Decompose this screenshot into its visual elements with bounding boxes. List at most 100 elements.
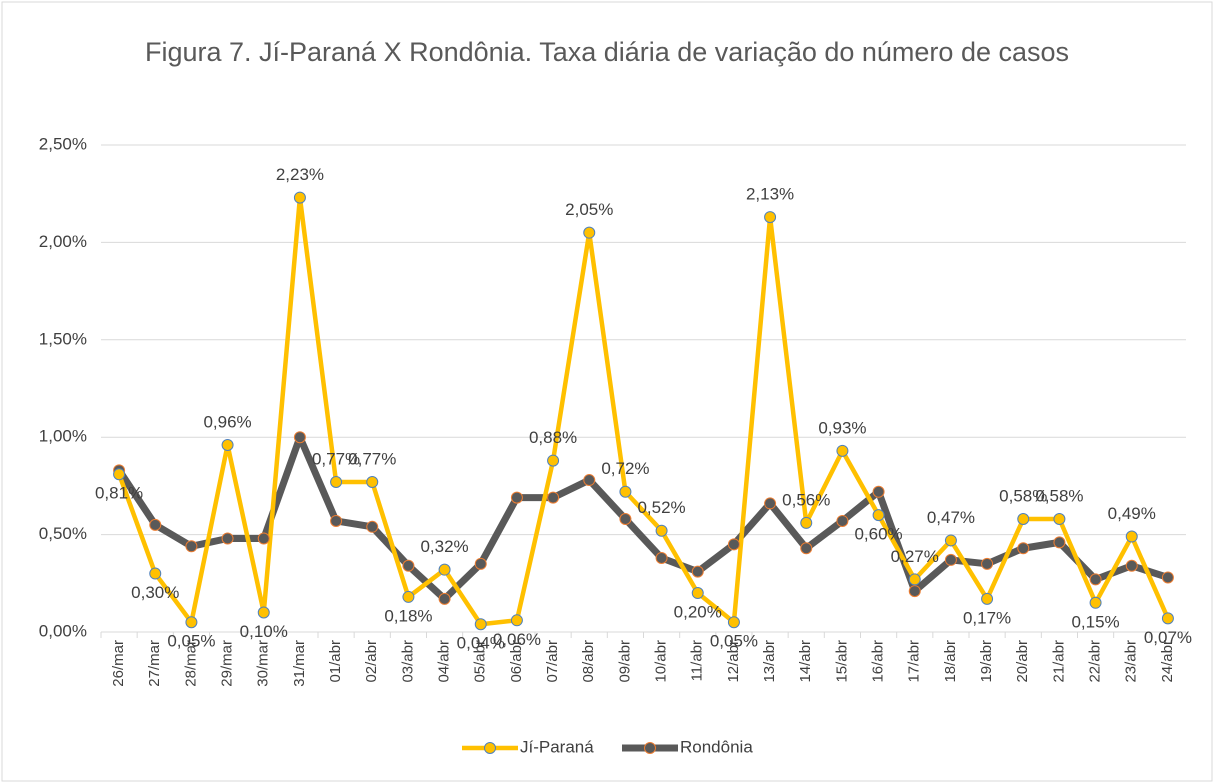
point (185, 616, 198, 629)
point (438, 592, 451, 605)
x-tick-label: 06/abr (508, 640, 525, 683)
point (547, 454, 560, 467)
y-tick-label: 0,00% (39, 621, 87, 640)
y-tick-label: 2,00% (39, 232, 87, 251)
data-label: 0,77% (348, 449, 396, 468)
x-tick-label: 24/abr (1159, 640, 1176, 683)
point (944, 553, 957, 566)
x-tick-label: 19/abr (978, 640, 995, 683)
point (149, 518, 162, 531)
point (800, 516, 813, 529)
data-label: 0,58% (999, 487, 1047, 506)
point (474, 557, 487, 570)
point (330, 476, 343, 489)
x-tick-label: 28/mar (182, 640, 199, 687)
point (655, 524, 668, 537)
data-label: 0,17% (963, 608, 1011, 627)
data-label: 0,60% (854, 525, 902, 544)
data-label: 0,05% (710, 632, 758, 651)
data-label: 0,20% (674, 603, 722, 622)
point (510, 614, 523, 627)
x-tick-label: 27/mar (146, 640, 163, 687)
point (366, 520, 379, 533)
y-tick-label: 0,50% (39, 524, 87, 543)
point (474, 618, 487, 631)
data-label: 0,10% (240, 622, 288, 641)
data-label: 0,15% (1071, 612, 1119, 631)
chart-title: Figura 7. Jí-Paraná X Rondônia. Taxa diá… (144, 37, 1070, 67)
point (619, 485, 632, 498)
x-tick-label: 23/abr (1123, 640, 1140, 683)
data-label: 0,58% (1035, 487, 1083, 506)
point (981, 592, 994, 605)
point (1161, 571, 1174, 584)
point (583, 474, 596, 487)
point (185, 540, 198, 553)
data-label: 0,30% (131, 583, 179, 602)
data-label: 0,72% (601, 459, 649, 478)
x-tick-label: 17/abr (906, 640, 923, 683)
legend-marker (644, 742, 656, 754)
x-tick-label: 20/abr (1014, 640, 1031, 683)
x-tick-label: 30/mar (255, 640, 272, 687)
data-label: 2,13% (746, 185, 794, 204)
data-label: 0,32% (420, 537, 468, 556)
x-tick-label: 12/abr (725, 640, 742, 683)
x-tick-label: 10/abr (653, 640, 670, 683)
x-tick-label: 03/abr (399, 640, 416, 683)
point (1089, 596, 1102, 609)
point (149, 567, 162, 580)
x-tick-label: 08/abr (580, 640, 597, 683)
point (330, 514, 343, 527)
point (764, 211, 777, 224)
point (619, 513, 632, 526)
x-tick-label: 13/abr (761, 640, 778, 683)
point (547, 491, 560, 504)
x-tick-label: 21/abr (1050, 640, 1067, 683)
point (1089, 573, 1102, 586)
x-tick-label: 18/abr (942, 640, 959, 683)
x-tick-label: 31/mar (291, 640, 308, 687)
legend-label: Jí-Paraná (520, 737, 594, 756)
point (1017, 513, 1030, 526)
point (1125, 559, 1138, 572)
x-tick-label: 26/mar (110, 640, 127, 687)
point (981, 557, 994, 570)
point (872, 509, 885, 522)
data-label: 0,18% (384, 606, 432, 625)
point (1053, 513, 1066, 526)
point (691, 587, 704, 600)
point (800, 542, 813, 555)
point (221, 532, 234, 545)
data-label: 0,07% (1144, 628, 1192, 647)
point (293, 191, 306, 204)
data-label: 0,47% (927, 508, 975, 527)
data-label: 0,56% (782, 490, 830, 509)
point (764, 497, 777, 510)
point (836, 514, 849, 527)
point (908, 573, 921, 586)
point (836, 444, 849, 457)
x-tick-label: 05/abr (472, 640, 489, 683)
data-label: 0,77% (312, 449, 360, 468)
point (691, 565, 704, 578)
point (583, 226, 596, 239)
x-tick-label: 29/mar (219, 640, 236, 687)
series-line (116, 433, 1169, 603)
data-label: 0,06% (493, 630, 541, 649)
series-line (116, 195, 1170, 627)
data-label: 0,04% (457, 634, 505, 653)
x-tick-label: 14/abr (797, 640, 814, 683)
data-label: 0,52% (637, 498, 685, 517)
y-tick-label: 1,50% (39, 329, 87, 348)
x-tick-label: 01/abr (327, 640, 344, 683)
point (293, 431, 306, 444)
point (438, 563, 451, 576)
y-tick-label: 2,50% (39, 134, 87, 153)
data-label: 2,23% (276, 165, 324, 184)
point (727, 616, 740, 629)
point (113, 468, 126, 481)
